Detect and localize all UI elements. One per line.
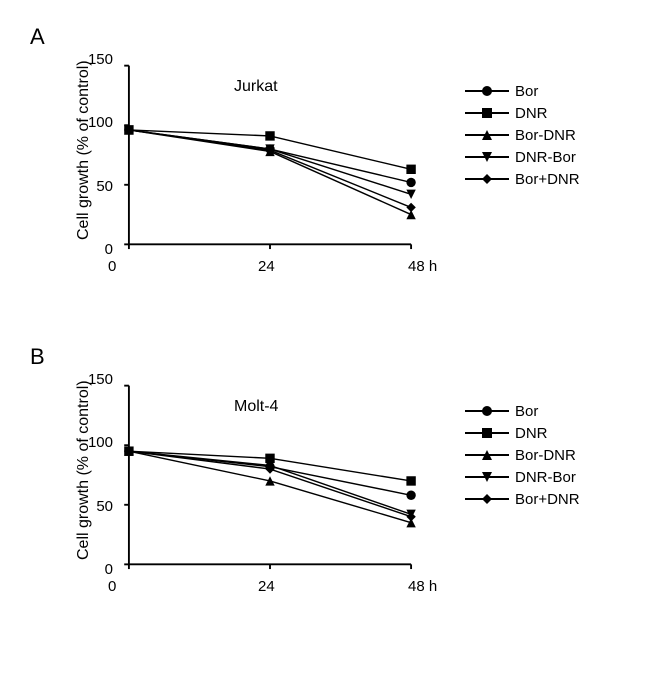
legend-label: DNR-Bor xyxy=(515,469,576,486)
legend-marker xyxy=(465,449,509,461)
legend-marker xyxy=(465,85,509,97)
legend-item: Bor+DNR xyxy=(465,488,580,510)
y-tick-label: 150 xyxy=(83,371,113,388)
y-tick-label: 0 xyxy=(83,561,113,578)
x-tick-label: 48 h xyxy=(408,258,437,275)
legend-item: DNR xyxy=(465,422,580,444)
chart-area xyxy=(120,60,420,255)
legend-marker xyxy=(465,405,509,417)
data-point xyxy=(406,476,415,485)
panel-label: B xyxy=(30,344,45,370)
x-tick-label: 24 xyxy=(258,578,275,595)
panel-label: A xyxy=(30,24,45,50)
data-point xyxy=(406,165,415,174)
plot-svg xyxy=(120,60,420,250)
legend-item: Bor xyxy=(465,400,580,422)
legend-label: DNR xyxy=(515,105,548,122)
y-axis-label: Cell growth (% of control) xyxy=(75,60,93,240)
y-tick-label: 0 xyxy=(83,241,113,258)
legend-item: Bor-DNR xyxy=(465,444,580,466)
y-tick-label: 150 xyxy=(83,51,113,68)
y-tick-label: 100 xyxy=(83,114,113,131)
data-point xyxy=(406,190,415,199)
legend-label: Bor xyxy=(515,403,538,420)
legend-marker xyxy=(465,173,509,185)
plot-svg xyxy=(120,380,420,570)
legend-label: DNR xyxy=(515,425,548,442)
legend-label: Bor-DNR xyxy=(515,127,576,144)
data-point xyxy=(406,203,415,212)
legend-marker xyxy=(465,107,509,119)
chart-area xyxy=(120,380,420,575)
y-tick-label: 50 xyxy=(83,498,113,515)
legend-marker xyxy=(465,493,509,505)
legend-item: DNR xyxy=(465,102,580,124)
legend-label: Bor+DNR xyxy=(515,491,580,508)
legend-label: Bor xyxy=(515,83,538,100)
legend-label: Bor-DNR xyxy=(515,447,576,464)
x-tick-label: 0 xyxy=(108,578,116,595)
y-tick-label: 50 xyxy=(83,178,113,195)
legend: Bor DNR Bor-DNR DNR-Bor Bor+DNR xyxy=(465,80,580,190)
legend-item: DNR-Bor xyxy=(465,146,580,168)
y-axis-label: Cell growth (% of control) xyxy=(75,380,93,560)
legend-item: Bor-DNR xyxy=(465,124,580,146)
x-tick-label: 24 xyxy=(258,258,275,275)
figure: ACell growth (% of control)Jurkat0501001… xyxy=(20,20,646,659)
legend-marker xyxy=(465,151,509,163)
legend-marker xyxy=(465,129,509,141)
legend-marker xyxy=(465,427,509,439)
legend-item: Bor+DNR xyxy=(465,168,580,190)
legend-label: DNR-Bor xyxy=(515,149,576,166)
legend-item: DNR-Bor xyxy=(465,466,580,488)
x-tick-label: 48 h xyxy=(408,578,437,595)
x-tick-label: 0 xyxy=(108,258,116,275)
data-point xyxy=(406,178,415,187)
legend-label: Bor+DNR xyxy=(515,171,580,188)
y-tick-label: 100 xyxy=(83,434,113,451)
legend-marker xyxy=(465,471,509,483)
legend: Bor DNR Bor-DNR DNR-Bor Bor+DNR xyxy=(465,400,580,510)
legend-item: Bor xyxy=(465,80,580,102)
data-point xyxy=(406,491,415,500)
data-point xyxy=(265,131,274,140)
